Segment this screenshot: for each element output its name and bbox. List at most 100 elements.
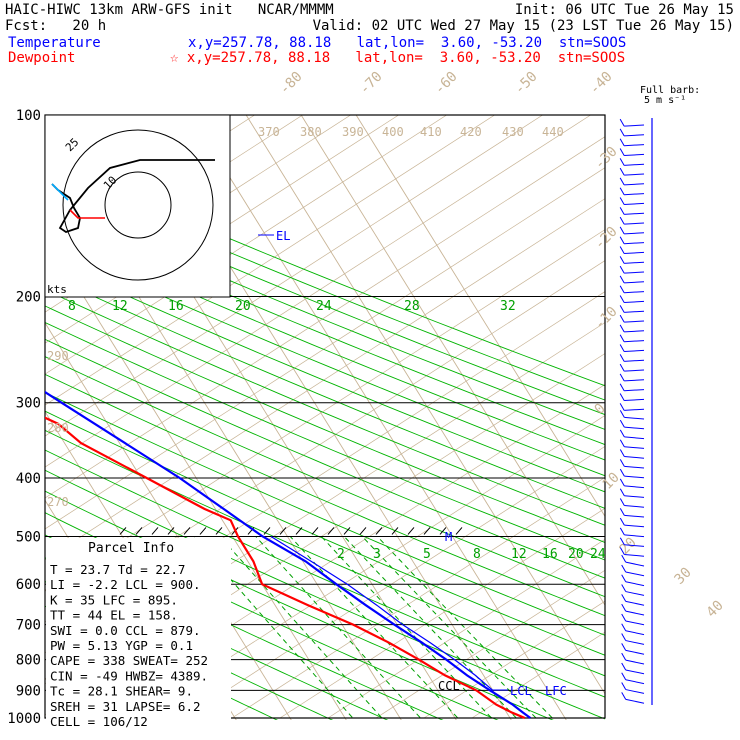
wind-barb (624, 153, 645, 157)
parcel-info-row: TT = 44 EL = 158. (50, 608, 178, 623)
wind-barb-feather (619, 403, 625, 411)
theta-e-line (45, 136, 605, 499)
wind-barb-feather (619, 537, 625, 545)
parcel-info-row: CELL = 106/12 (50, 714, 148, 729)
wind-barb-feather (619, 177, 625, 186)
wind-barb (625, 649, 645, 655)
parcel-info-title: Parcel Info (88, 541, 174, 556)
barb-legend-line2: 5 m s⁻¹ (644, 95, 687, 106)
dry-adiabat-line (45, 185, 605, 416)
dry-adiabat-line (45, 321, 605, 561)
theta-e-line (45, 115, 399, 344)
adiabat-label: 24 (316, 299, 332, 314)
mixing-label: 12 (511, 547, 527, 562)
wind-barb-feather (619, 167, 625, 176)
mixing-ratio-line (321, 536, 495, 720)
wind-barb (624, 369, 645, 372)
pressure-label: 100 (16, 108, 41, 124)
wind-barb-feather (619, 187, 625, 195)
wind-barb-feather (619, 207, 625, 215)
temperature-location-info: x,y=257.78, 88.18 lat,lon= 3.60, -53.20 … (188, 35, 627, 51)
pressure-label: 300 (16, 396, 41, 412)
wind-barb (624, 416, 645, 420)
wind-barb (624, 389, 645, 392)
adiabat-label: 32 (500, 299, 516, 314)
tick-mark (263, 527, 271, 535)
tick-mark (295, 527, 303, 535)
theta-e-line (45, 198, 605, 561)
wind-barb-feather (621, 554, 627, 563)
hodograph-trace-low (69, 209, 105, 219)
isotherm-label: 30 (672, 565, 695, 588)
wind-barb-feather (619, 373, 625, 382)
theta-e-line (423, 600, 605, 719)
wind-barb-feather (619, 285, 625, 293)
wind-barb (625, 640, 645, 645)
tick-mark (199, 527, 207, 535)
mixing-label: 16 (542, 547, 558, 562)
adiabat-label: 12 (112, 299, 128, 314)
dry-adiabat-line (45, 289, 605, 526)
tick-mark (375, 527, 383, 535)
dry-adiabat-line (45, 429, 605, 677)
wind-barb-feather (619, 354, 625, 362)
wind-barb (625, 581, 645, 587)
mixing-ratio-line (289, 536, 461, 720)
wind-barb-feather (621, 692, 627, 700)
pressure-label: 600 (16, 577, 41, 593)
theta-e-line (45, 167, 605, 530)
pressure-label: 700 (16, 618, 41, 634)
wind-barb-feather (619, 449, 625, 457)
wind-barb (624, 446, 645, 449)
wind-barb-feather (619, 128, 625, 137)
adiabat-label: 28 (404, 299, 420, 314)
wind-barb-feather (619, 478, 625, 487)
wind-barb-feather (621, 652, 627, 661)
wind-barb-feather (619, 527, 625, 536)
wind-barb (624, 163, 645, 166)
tick-mark (423, 527, 431, 535)
theta-e-line (45, 115, 543, 437)
wind-barb (624, 495, 645, 498)
wind-barb (624, 300, 645, 304)
dry-adiabat-line (45, 305, 605, 543)
isotherm-label: -20 (592, 224, 621, 253)
theta-e-line (471, 631, 605, 719)
wind-barb (624, 408, 645, 411)
wind-barb (624, 271, 645, 274)
wind-barb-feather (619, 383, 625, 391)
isotherm-line (190, 115, 567, 720)
tick-mark (455, 527, 463, 535)
dry-adiabat-line (45, 158, 605, 387)
theta-label: 410 (420, 125, 442, 139)
wind-barb-feather (619, 118, 625, 127)
hodograph-trace (51, 159, 215, 233)
theta-e-line (279, 507, 605, 719)
dry-adiabat-line (45, 356, 605, 598)
annotation-lfc: LFC (545, 684, 567, 698)
wind-barb-feather (619, 459, 625, 467)
dewpoint-legend-label: Dewpoint (8, 50, 76, 66)
tick-mark (391, 527, 399, 535)
theta-label: 440 (542, 125, 564, 139)
theta-label: 390 (342, 125, 364, 139)
wind-barb (625, 689, 645, 694)
dry-adiabat-line (45, 199, 605, 430)
wind-barb (624, 183, 645, 186)
theta-label: 280 (47, 421, 69, 435)
wind-barb-feather (621, 643, 627, 651)
temperature-legend-label: Temperature (8, 35, 101, 51)
wind-barb-feather (619, 275, 625, 284)
wind-barb-feather (619, 488, 625, 496)
theta-e-line (183, 445, 605, 719)
wind-barb-feather (619, 410, 625, 418)
init-time: Init: 06 UTC Tue 26 May 15 (514, 2, 734, 18)
wind-barb (624, 475, 645, 479)
wind-barb (624, 359, 645, 362)
theta-e-line (231, 476, 605, 719)
theta-e-line (45, 229, 605, 592)
wind-barb-feather (621, 672, 627, 681)
adiabat-label: 16 (168, 299, 184, 314)
wind-barb (625, 630, 645, 636)
hodograph-trace-high (51, 183, 69, 201)
